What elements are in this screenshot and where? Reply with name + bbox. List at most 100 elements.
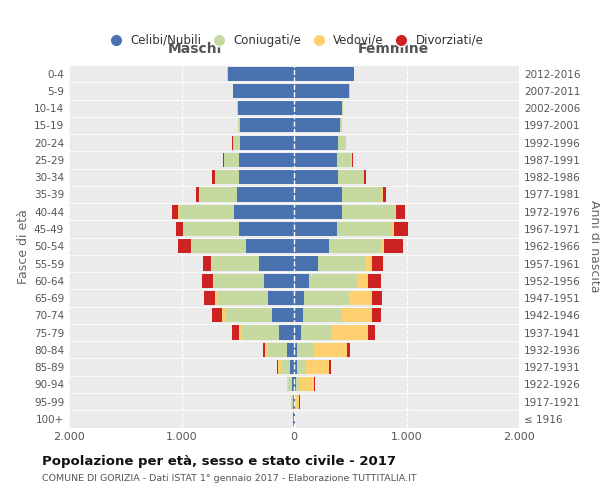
Bar	[294, 188, 343, 202]
Bar	[294, 153, 337, 167]
Bar	[242, 326, 280, 340]
Bar	[239, 170, 294, 184]
Bar	[301, 326, 332, 340]
Bar	[290, 360, 294, 374]
Bar	[294, 308, 303, 322]
Bar	[382, 188, 383, 202]
Bar	[340, 118, 343, 132]
Bar	[384, 239, 403, 254]
Bar	[371, 308, 380, 322]
Bar	[176, 222, 182, 236]
Bar	[337, 222, 392, 236]
Bar	[196, 188, 199, 202]
Bar	[357, 274, 368, 288]
Bar	[294, 326, 301, 340]
Bar	[212, 170, 215, 184]
Bar	[294, 239, 329, 254]
Bar	[338, 136, 346, 150]
Bar	[294, 342, 298, 357]
Bar	[172, 204, 178, 219]
Bar	[240, 118, 294, 132]
Bar	[239, 153, 294, 167]
Bar	[294, 170, 338, 184]
Bar	[239, 222, 294, 236]
Bar	[308, 274, 357, 288]
Bar	[202, 274, 213, 288]
Bar	[294, 291, 304, 305]
Bar	[265, 342, 268, 357]
Bar	[294, 222, 337, 236]
Bar	[343, 204, 395, 219]
Bar	[329, 360, 331, 374]
Bar	[397, 204, 406, 219]
Bar	[224, 153, 239, 167]
Bar	[317, 256, 365, 270]
Bar	[294, 378, 296, 392]
Legend: Celibi/Nubili, Coniugati/e, Vedovi/e, Divorziati/e: Celibi/Nubili, Coniugati/e, Vedovi/e, Di…	[100, 29, 488, 52]
Bar	[236, 188, 294, 202]
Bar	[222, 308, 226, 322]
Bar	[300, 378, 314, 392]
Bar	[383, 188, 386, 202]
Bar	[245, 239, 294, 254]
Bar	[179, 204, 235, 219]
Bar	[227, 66, 294, 80]
Bar	[298, 342, 314, 357]
Bar	[212, 256, 259, 270]
Bar	[238, 118, 240, 132]
Bar	[294, 274, 308, 288]
Bar	[349, 291, 371, 305]
Bar	[303, 308, 343, 322]
Bar	[394, 222, 407, 236]
Text: Maschi: Maschi	[168, 42, 222, 56]
Bar	[293, 394, 294, 408]
Bar	[268, 342, 287, 357]
Bar	[218, 291, 268, 305]
Bar	[347, 342, 350, 357]
Bar	[337, 153, 352, 167]
Bar	[292, 378, 294, 392]
Bar	[184, 222, 239, 236]
Bar	[238, 101, 294, 115]
Text: COMUNE DI GORIZIA - Dati ISTAT 1° gennaio 2017 - Elaborazione TUTTITALIA.IT: COMUNE DI GORIZIA - Dati ISTAT 1° gennai…	[42, 474, 416, 483]
Bar	[294, 136, 338, 150]
Bar	[232, 326, 239, 340]
Bar	[338, 170, 364, 184]
Bar	[304, 291, 349, 305]
Bar	[199, 188, 236, 202]
Bar	[298, 360, 307, 374]
Bar	[294, 84, 349, 98]
Bar	[281, 360, 290, 374]
Bar	[178, 204, 179, 219]
Bar	[343, 188, 382, 202]
Bar	[392, 222, 394, 236]
Bar	[277, 360, 278, 374]
Bar	[178, 239, 191, 254]
Bar	[211, 256, 212, 270]
Bar	[268, 291, 294, 305]
Bar	[364, 170, 366, 184]
Bar	[287, 342, 294, 357]
Bar	[371, 256, 383, 270]
Bar	[213, 274, 214, 288]
Bar	[395, 204, 397, 219]
Bar	[204, 291, 215, 305]
Bar	[307, 360, 329, 374]
Bar	[343, 308, 371, 322]
Bar	[289, 378, 292, 392]
Y-axis label: Anni di nascita: Anni di nascita	[587, 200, 600, 292]
Bar	[368, 326, 375, 340]
Text: Popolazione per età, sesso e stato civile - 2017: Popolazione per età, sesso e stato civil…	[42, 455, 396, 468]
Text: Femmine: Femmine	[358, 42, 428, 56]
Bar	[278, 360, 281, 374]
Bar	[235, 204, 294, 219]
Bar	[294, 360, 298, 374]
Bar	[314, 342, 347, 357]
Bar	[240, 136, 294, 150]
Bar	[215, 291, 218, 305]
Bar	[212, 308, 222, 322]
Bar	[263, 342, 265, 357]
Bar	[294, 204, 343, 219]
Bar	[294, 66, 353, 80]
Bar	[287, 378, 289, 392]
